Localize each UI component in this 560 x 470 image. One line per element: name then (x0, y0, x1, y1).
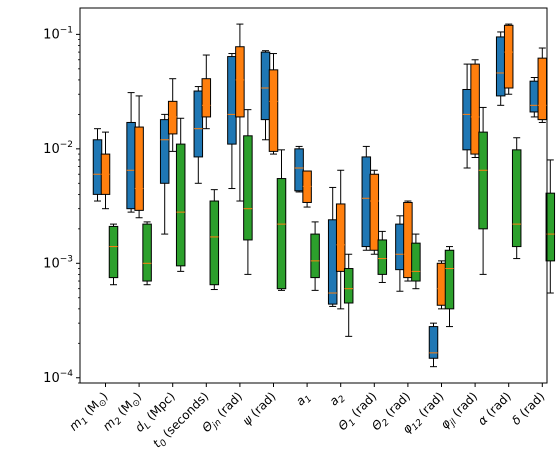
x-tick-label: φjl (rad) (438, 389, 483, 434)
box-plot-box (294, 145, 304, 193)
box-plot-box (511, 137, 522, 260)
iqr-box (108, 225, 119, 279)
y-tick-label: 10−1 (43, 25, 73, 42)
iqr-box (436, 262, 447, 306)
x-tick-label: ψ (rad) (240, 389, 279, 428)
iqr-box (462, 88, 472, 151)
y-axis-ticks: 10−4 10−3 10−2 10−1 (43, 25, 80, 386)
box-plot-box (335, 169, 346, 310)
box-plot-box (227, 53, 237, 190)
iqr-box (478, 131, 488, 230)
iqr-box (268, 69, 279, 152)
box-plot-box (343, 253, 354, 337)
box-plot-box (327, 186, 338, 307)
y-tick-label: 10−2 (43, 140, 73, 157)
iqr-box (175, 143, 186, 267)
x-tick-label: δ (rad) (509, 389, 547, 427)
box-plot-box (201, 54, 212, 130)
iqr-box (294, 148, 304, 192)
box-plot-box (462, 63, 472, 169)
iqr-box (403, 201, 413, 279)
iqr-box (142, 223, 152, 282)
box-plot-box (503, 23, 514, 95)
iqr-box (335, 203, 346, 272)
iqr-box (227, 56, 237, 145)
box-plot-box (134, 95, 144, 219)
box-plot-box (478, 106, 488, 275)
iqr-box (495, 36, 506, 97)
plot-area (92, 23, 556, 368)
y-tick-label: 10−4 (43, 369, 73, 386)
x-tick-label: α (rad) (475, 389, 514, 428)
iqr-box (243, 135, 253, 241)
box-plot-box (167, 78, 178, 152)
box-plot-box (235, 23, 245, 202)
iqr-box (428, 326, 439, 359)
iqr-box (529, 80, 540, 113)
iqr-box (369, 173, 380, 251)
y-tick-label: 10−3 (43, 254, 73, 271)
box-plot-box (92, 128, 103, 202)
iqr-box (343, 268, 354, 304)
iqr-box (167, 100, 178, 135)
iqr-box (537, 57, 548, 121)
iqr-box (92, 139, 103, 195)
box-plot-box (142, 221, 152, 286)
box-plot-box (310, 221, 320, 291)
box-plot-box (175, 117, 186, 272)
box-plot-box (243, 109, 253, 275)
iqr-box (235, 46, 245, 118)
box-plot-box (268, 53, 279, 155)
box-plot-box (276, 149, 287, 291)
box-plot-box (159, 113, 170, 235)
box-plot-box (302, 170, 312, 208)
box-plot-box (470, 59, 480, 159)
iqr-box (209, 200, 220, 286)
box-plot-box (361, 145, 372, 251)
iqr-box (545, 192, 556, 262)
box-plot-box (395, 215, 405, 292)
iqr-box (361, 156, 372, 248)
iqr-box (310, 233, 320, 279)
x-tick-label: a2 (327, 389, 348, 410)
box-plot-box (100, 131, 111, 210)
box-plot-box (529, 77, 540, 118)
box-plot-box (428, 322, 439, 368)
iqr-box (444, 249, 455, 310)
box-plot-box (537, 47, 548, 123)
iqr-box (276, 178, 287, 290)
iqr-box (395, 223, 405, 271)
box-plot-box (108, 223, 119, 286)
box-plot-box (209, 189, 220, 291)
box-plot-box (444, 246, 455, 328)
iqr-box (159, 119, 170, 184)
iqr-box (511, 149, 522, 248)
box-plot-box (377, 230, 388, 283)
box-plot-box (411, 233, 421, 290)
box-plot-box (369, 169, 380, 255)
box-plot-box (126, 92, 136, 213)
iqr-box (377, 239, 388, 275)
iqr-box (260, 51, 271, 121)
box-plot-box (436, 260, 447, 310)
box-plot-box (193, 86, 204, 184)
box-plot-box (495, 31, 506, 106)
iqr-box (470, 63, 480, 155)
iqr-box (327, 219, 338, 305)
iqr-box (126, 121, 136, 210)
iqr-box (201, 78, 212, 118)
iqr-box (193, 90, 204, 158)
box-plot-box (260, 50, 271, 141)
x-axis-ticks: m1 (M⊙)m2 (M⊙)dL (Mpc)t0 (seconds)Θjn (r… (66, 383, 547, 451)
iqr-box (503, 24, 514, 89)
plot-frame (79, 7, 548, 384)
iqr-box (411, 242, 421, 282)
box-plot-box (403, 200, 413, 282)
x-tick-label: a1 (293, 389, 314, 410)
iqr-box (134, 126, 144, 211)
